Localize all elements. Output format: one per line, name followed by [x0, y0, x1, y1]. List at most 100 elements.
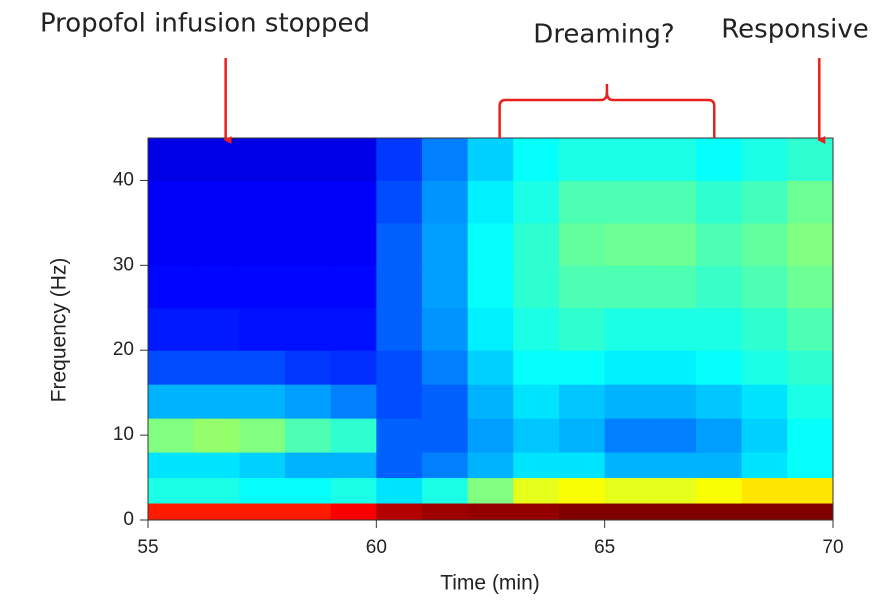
heat-cell	[193, 452, 240, 479]
heat-cell	[741, 222, 788, 266]
heat-cell	[422, 138, 469, 181]
heat-cell	[513, 138, 560, 181]
heat-cell	[285, 180, 332, 224]
heat-cell	[741, 138, 788, 181]
heat-cell	[376, 503, 423, 521]
heat-cell	[422, 180, 469, 224]
heat-cell	[604, 350, 651, 385]
annotation-text: Responsive	[721, 15, 868, 45]
heat-cell	[285, 477, 332, 504]
annotation-text: Propofol infusion stopped	[40, 9, 370, 39]
heat-cell	[148, 350, 195, 385]
heat-cell	[467, 477, 514, 504]
heat-cell	[285, 265, 332, 309]
heat-cell	[787, 265, 834, 309]
heat-cell	[467, 265, 514, 309]
heat-cell	[559, 180, 606, 224]
heat-cell	[696, 503, 743, 521]
heat-cell	[604, 503, 651, 521]
heat-cell	[650, 418, 697, 453]
heat-cell	[467, 350, 514, 385]
heat-cell	[193, 418, 240, 453]
heat-cell	[422, 384, 469, 419]
heat-cell	[330, 307, 377, 351]
heat-cell	[285, 418, 332, 453]
heat-cell	[513, 265, 560, 309]
heat-cell	[239, 265, 286, 309]
heat-cell	[787, 452, 834, 479]
heat-cell	[330, 384, 377, 419]
heat-cell	[376, 384, 423, 419]
heat-cell	[604, 452, 651, 479]
heat-cell	[330, 265, 377, 309]
heat-cell	[741, 350, 788, 385]
heat-cell	[650, 307, 697, 351]
heat-cell	[696, 307, 743, 351]
heat-cell	[559, 350, 606, 385]
heat-cell	[330, 503, 377, 521]
heat-cell	[330, 452, 377, 479]
heat-cell	[650, 477, 697, 504]
heat-cell	[650, 265, 697, 309]
heat-cell	[239, 180, 286, 224]
heat-cell	[422, 452, 469, 479]
heat-cell	[741, 452, 788, 479]
heat-cell	[193, 384, 240, 419]
heat-cell	[513, 350, 560, 385]
heat-cell	[193, 307, 240, 351]
heat-cell	[330, 477, 377, 504]
heat-cell	[239, 350, 286, 385]
heat-cell	[239, 477, 286, 504]
heat-cell	[741, 384, 788, 419]
heat-cell	[376, 307, 423, 351]
heat-cell	[559, 265, 606, 309]
heat-cell	[193, 265, 240, 309]
heat-cell	[741, 418, 788, 453]
heat-cell	[376, 477, 423, 504]
heat-cell	[513, 503, 560, 521]
heat-cell	[239, 222, 286, 266]
heat-cell	[650, 384, 697, 419]
x-tick-label: 60	[366, 537, 387, 558]
heat-cell	[559, 418, 606, 453]
heat-cell	[239, 452, 286, 479]
heat-cell	[330, 180, 377, 224]
heat-cell	[239, 418, 286, 453]
heat-cell	[376, 138, 423, 181]
heat-cell	[787, 503, 834, 521]
heat-cell	[650, 180, 697, 224]
heat-cell	[741, 503, 788, 521]
heat-cell	[559, 222, 606, 266]
heat-cell	[193, 180, 240, 224]
x-tick-label: 70	[822, 537, 843, 558]
heat-cell	[559, 384, 606, 419]
heat-cell	[604, 307, 651, 351]
heat-cell	[422, 222, 469, 266]
heat-cell	[330, 418, 377, 453]
heat-cell	[285, 138, 332, 181]
x-tick-label: 65	[594, 537, 615, 558]
heat-cell	[330, 138, 377, 181]
heat-cell	[696, 418, 743, 453]
heat-cell	[193, 503, 240, 521]
heat-cell	[604, 222, 651, 266]
heat-cell	[513, 222, 560, 266]
heat-cell	[696, 452, 743, 479]
heat-cell	[696, 265, 743, 309]
heat-cell	[741, 265, 788, 309]
heat-cell	[239, 138, 286, 181]
annotation-text: Dreaming?	[533, 20, 674, 50]
heat-cell	[696, 222, 743, 266]
heat-cell	[467, 222, 514, 266]
heat-cell	[650, 222, 697, 266]
heat-cell	[513, 477, 560, 504]
heat-cell	[604, 477, 651, 504]
heat-cell	[148, 418, 195, 453]
heat-cell	[604, 384, 651, 419]
heat-cell	[696, 477, 743, 504]
x-axis-label: Time (min)	[440, 572, 540, 595]
heat-cell	[467, 503, 514, 521]
heat-cell	[787, 477, 834, 504]
heat-cell	[741, 477, 788, 504]
heat-cell	[330, 222, 377, 266]
